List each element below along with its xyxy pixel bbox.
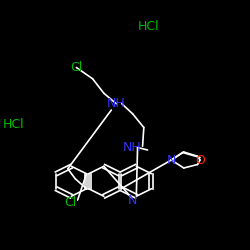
Text: Cl: Cl (64, 196, 76, 209)
Text: Cl: Cl (70, 61, 82, 74)
Text: NH: NH (107, 97, 126, 110)
Text: HCl: HCl (3, 118, 25, 132)
Text: O: O (195, 154, 205, 166)
Text: NH: NH (123, 141, 142, 154)
Text: HCl: HCl (138, 20, 160, 34)
Text: N: N (128, 194, 137, 206)
Text: N: N (166, 154, 176, 166)
